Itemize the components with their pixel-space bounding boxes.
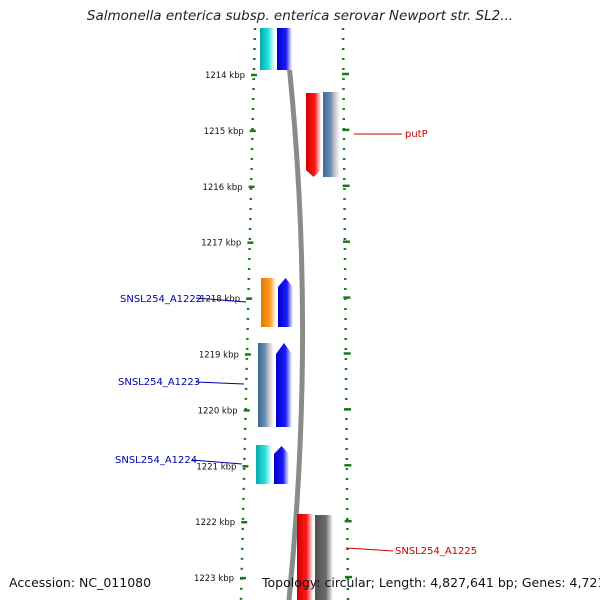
tick-label: 1219 kbp bbox=[199, 351, 239, 361]
tick-label: 1216 kbp bbox=[202, 183, 242, 193]
outer-dotted-track bbox=[341, 27, 350, 600]
accession-text: Accession: NC_011080 bbox=[9, 575, 152, 590]
label-SNSL254_A1223: SNSL254_A1223 bbox=[118, 377, 200, 388]
A1222-leader bbox=[195, 297, 247, 303]
gene-cyan-top bbox=[260, 28, 275, 70]
gene-orange bbox=[261, 278, 276, 327]
gene-cyan-bottom bbox=[256, 445, 272, 484]
label-SNSL254_A1225: SNSL254_A1225 bbox=[395, 546, 477, 557]
tick-label: 1214 kbp bbox=[205, 71, 245, 81]
tick-label: 1220 kbp bbox=[198, 406, 238, 416]
tick-label: 1222 kbp bbox=[195, 518, 235, 528]
gene-blue-top bbox=[277, 28, 292, 70]
label-putP: putP bbox=[405, 129, 428, 140]
tick-label: 1215 kbp bbox=[204, 127, 244, 137]
map-title: Salmonella enterica subsp. enterica sero… bbox=[86, 8, 514, 24]
A1225-leader bbox=[345, 547, 394, 552]
gene-putP bbox=[306, 93, 321, 177]
tick-label: 1221 kbp bbox=[196, 462, 236, 472]
inner-dotted-track bbox=[239, 27, 257, 600]
gene-steel-2 bbox=[323, 92, 340, 177]
A1223-leader bbox=[195, 381, 245, 385]
gene-blue-arrow-3 bbox=[274, 446, 289, 484]
gene-SNSL254_A1225 bbox=[297, 514, 313, 600]
tick-label: 1223 kbp bbox=[194, 574, 234, 584]
gene-blue-arrow-1 bbox=[278, 278, 293, 327]
gene-steel-1 bbox=[258, 343, 274, 427]
label-SNSL254_A1224: SNSL254_A1224 bbox=[115, 455, 197, 466]
topology-text: Topology: circular; Length: 4,827,641 bp… bbox=[262, 575, 600, 590]
A1224-leader bbox=[191, 459, 243, 465]
genome-backbone bbox=[282, 27, 306, 600]
gene-gray bbox=[315, 515, 333, 600]
label-SNSL254_A1222: SNSL254_A1222 bbox=[120, 294, 202, 305]
tick-label: 1217 kbp bbox=[201, 239, 241, 249]
gene-blue-arrow-2 bbox=[276, 343, 292, 427]
